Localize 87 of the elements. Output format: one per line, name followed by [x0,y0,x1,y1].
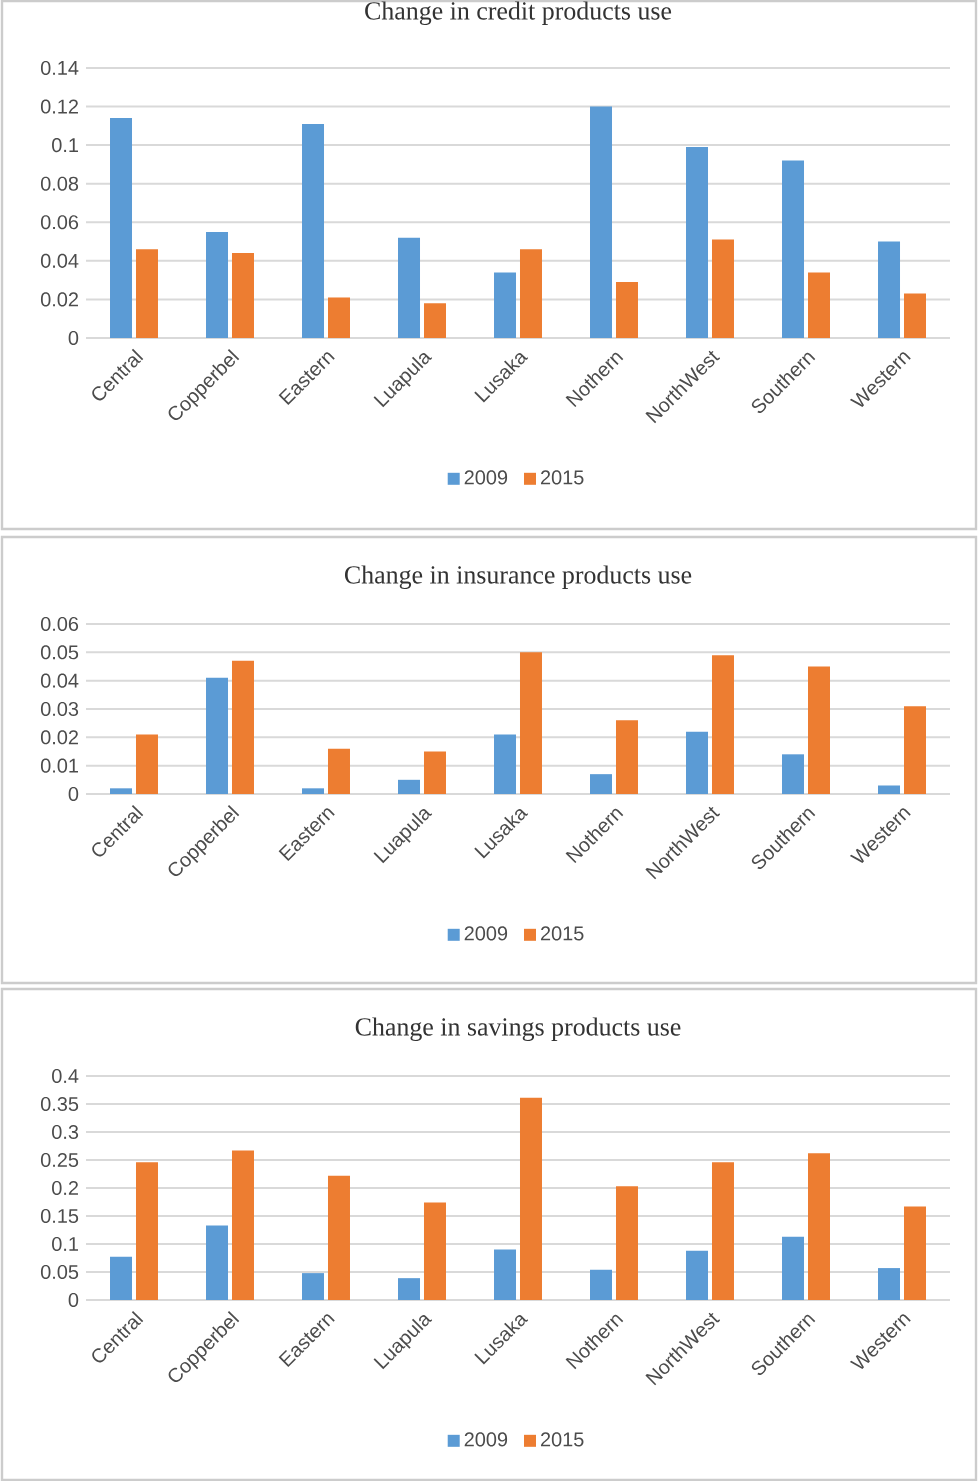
bar [590,1269,613,1300]
y-tick-label: 0.04 [40,253,79,268]
bar [904,1206,926,1300]
legend-label: 2009 [464,470,508,485]
legend-label: 2009 [464,926,508,941]
bar [686,731,709,794]
bar [110,1256,133,1300]
bar [615,1186,638,1300]
y-tick-label: 0.02 [40,730,78,745]
y-tick-label: 0.2 [52,1180,78,1196]
bar [712,655,734,794]
bar [494,734,517,794]
bar [494,272,517,338]
y-tick-label: 0.05 [40,645,79,660]
bar [327,297,350,338]
chart-title: Change in insurance products use [344,565,692,589]
bar [206,1225,229,1300]
y-tick-label: 0.08 [40,176,79,191]
bar [519,652,542,794]
bar [398,779,421,794]
y-tick-label: 0 [68,786,79,802]
legend-label: 2015 [540,1432,584,1447]
bar [231,253,254,338]
y-tick-label: 0 [68,330,79,346]
y-tick-label: 0.25 [40,1152,79,1168]
y-tick-label: 0.06 [40,215,79,230]
bar [327,1175,350,1300]
bar [686,1250,709,1300]
legend-label: 2015 [540,470,584,485]
bar [590,106,613,338]
bar [878,241,901,338]
legend-label: 2009 [464,1432,508,1447]
y-tick-label: 0.14 [40,60,79,76]
bar [423,303,446,338]
bar [423,1202,446,1300]
bar [615,720,638,794]
y-tick-label: 0.1 [52,1236,78,1252]
bar [878,1268,901,1300]
bar [206,677,229,794]
bar [302,1273,325,1300]
bar [135,249,158,338]
bar [135,1162,158,1300]
bar [808,1153,830,1300]
bar [904,293,926,338]
bar [782,754,805,794]
bar [904,706,926,794]
bar [782,1236,805,1300]
y-tick-label: 0.12 [40,99,78,114]
bar [110,788,133,794]
bar [398,1278,421,1300]
bar [590,774,613,794]
bar [398,237,421,338]
bar [110,118,133,338]
bar [782,160,805,338]
bar [519,249,542,338]
y-tick-label: 0.4 [52,1068,79,1084]
chart-title: Change in credit products use [365,1,672,25]
chart-title: Change in savings products use [355,1017,681,1042]
bar [231,660,254,794]
bar [302,788,325,794]
bar [878,785,901,794]
bar [712,239,734,338]
bar [302,123,325,338]
bar [231,1150,254,1300]
bar [686,147,709,338]
bar [327,748,350,794]
bar [519,1097,542,1300]
y-tick-label: 0.1 [52,138,78,153]
y-tick-label: 0.06 [40,616,79,632]
bar [423,751,446,794]
y-tick-label: 0.03 [40,701,79,717]
bar [494,1249,517,1300]
y-tick-label: 0.05 [40,1264,79,1280]
bar [615,282,638,338]
y-tick-label: 0.01 [40,758,78,773]
bar [135,734,158,794]
y-tick-label: 0 [68,1292,79,1308]
bar [206,231,229,338]
bar [712,1162,734,1300]
y-tick-label: 0.02 [40,292,78,307]
y-tick-label: 0.04 [40,673,79,688]
y-tick-label: 0.3 [52,1124,79,1140]
legend-label: 2015 [540,926,584,941]
y-tick-label: 0.35 [40,1096,79,1112]
bar [808,272,830,338]
bar [808,666,830,794]
y-tick-label: 0.15 [40,1208,79,1224]
